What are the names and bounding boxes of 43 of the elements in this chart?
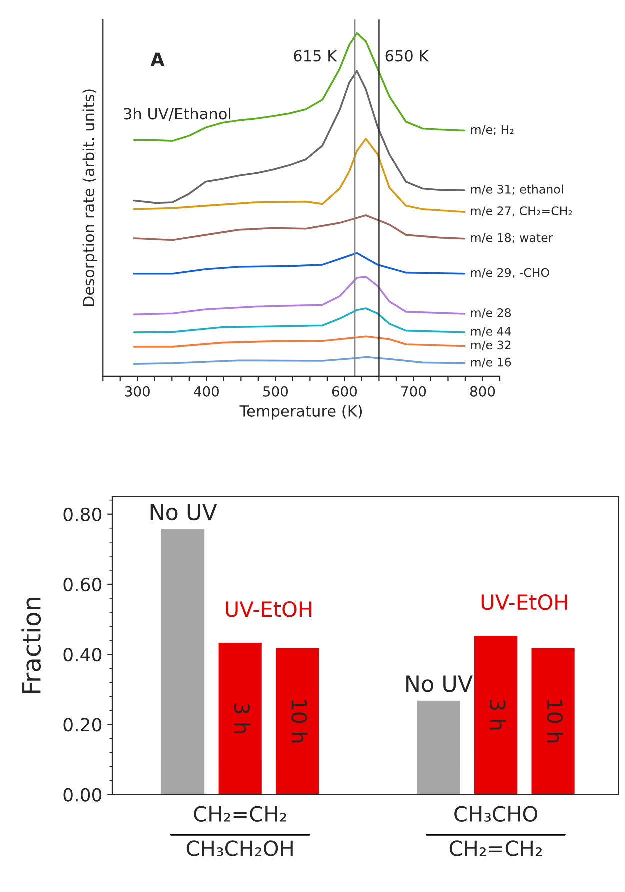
annotation: UV-EtOH xyxy=(482,594,568,610)
bar xyxy=(217,642,264,795)
y-tick-label: 0.40 xyxy=(64,648,102,662)
bar xyxy=(530,646,576,795)
series-label: m/e 18; water xyxy=(471,233,554,244)
y-tick-label: 0.60 xyxy=(64,578,102,592)
series-label: 10 h xyxy=(547,700,564,743)
y-axis-title: Desorption rate (arbit. units) xyxy=(82,90,98,306)
series-label: 3 h xyxy=(490,700,506,730)
y-tick-label: 0.00 xyxy=(64,788,102,802)
bar xyxy=(274,646,321,795)
x-tick-label: CH₃CHO CH₂=CH₂ xyxy=(450,806,542,856)
series-label: m/e 28 xyxy=(471,308,512,318)
y-tick-label: 0.80 xyxy=(64,508,102,522)
x-tick-label: 300 xyxy=(125,386,150,397)
ref-line-label: 650 K xyxy=(386,50,430,62)
series-label: No UV xyxy=(150,504,218,521)
bar xyxy=(473,634,519,795)
x-tick-label: 600 xyxy=(332,386,358,397)
x-tick-label: 800 xyxy=(470,386,496,397)
x-tick-label: CH₂=CH₂ CH₃CH₂OH xyxy=(186,806,293,856)
annotation: A xyxy=(150,52,165,66)
series-label: m/e 27, CH₂=CH₂ xyxy=(471,206,572,217)
text: 10 h xyxy=(292,700,308,743)
y-axis-title: Fraction xyxy=(22,598,42,694)
text: 3 h xyxy=(234,704,250,734)
ref-line-label: 615 K xyxy=(294,50,338,62)
x-tick-label: 400 xyxy=(194,386,219,397)
series-label: m/e 29, -CHO xyxy=(471,268,550,278)
text: No UV xyxy=(406,676,473,692)
series-label: m/e 32 xyxy=(471,340,511,351)
bar xyxy=(416,699,462,795)
x-tick-label: 500 xyxy=(263,386,288,397)
x-axis-title: Temperature (K) xyxy=(240,405,362,420)
series-label: m/e; H₂ xyxy=(471,125,514,136)
annotation: UV-EtOH xyxy=(226,601,312,618)
annotation: 3h UV/Ethanol xyxy=(124,108,231,121)
y-tick-label: 0.20 xyxy=(64,718,102,732)
x-tick-label: 700 xyxy=(402,386,426,397)
series-label: m/e 44 xyxy=(471,327,512,337)
series-label: m/e 16 xyxy=(471,358,512,368)
bar xyxy=(160,528,206,795)
series-label: m/e 31; ethanol xyxy=(471,184,564,196)
